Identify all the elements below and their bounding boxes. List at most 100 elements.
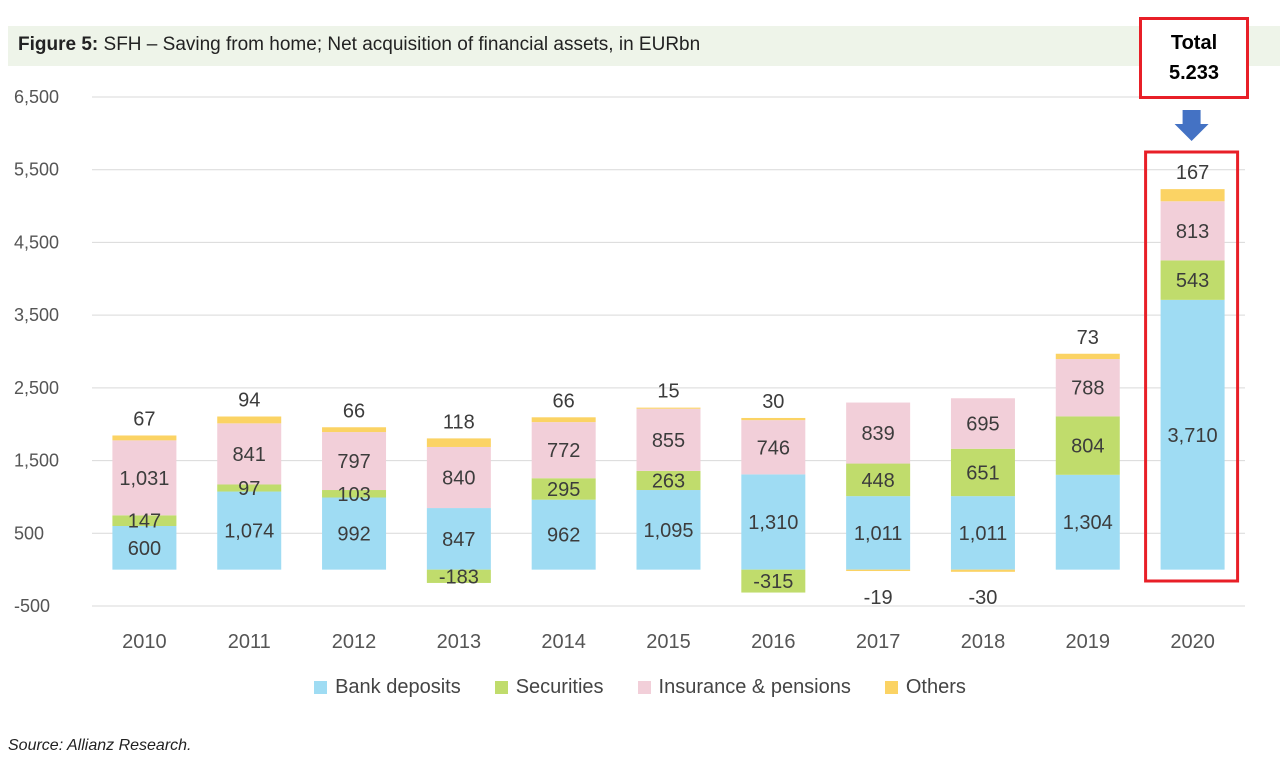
y-tick-label: 6,500 [14,87,59,107]
data-label: 73 [1077,327,1099,349]
data-label: 94 [238,390,260,412]
bar-insurance-pensions-2010 [112,440,177,516]
title-text: SFH – Saving from home; Net acquisition … [103,34,701,55]
data-label: 841 [233,444,266,466]
data-label: 839 [861,423,894,445]
down-arrow-icon [1174,110,1209,141]
x-tick-label: 2017 [856,631,901,653]
y-tick-label: 2,500 [14,378,59,398]
data-label: -183 [439,566,479,588]
bar-securities-2012 [322,490,387,498]
bar-others-2017 [846,569,911,572]
y-tick-label: 5,500 [14,160,59,180]
bar-insurance-pensions-2019 [1055,359,1120,417]
legend-swatch [637,681,651,694]
data-label: -315 [753,571,793,593]
legend-item: Securities [494,676,604,699]
bar-securities-2017 [846,463,911,497]
data-label: -30 [969,587,998,609]
source-note: Source: Allianz Research. [8,737,192,754]
y-tick-label: 4,500 [14,232,59,252]
title-band: Figure 5: SFH – Saving from home; Net ac… [8,26,1280,66]
data-label: -19 [864,587,893,609]
data-label: 167 [1176,162,1209,184]
bar-others-2020 [1160,189,1225,202]
data-label: 15 [657,381,679,403]
bar-insurance-pensions-2012 [322,432,387,491]
legend-item: Others [884,676,966,699]
chart-title: Figure 5: SFH – Saving from home; Net ac… [18,34,700,56]
legend-label: Insurance & pensions [658,676,851,698]
x-tick-label: 2015 [646,631,691,653]
bar-others-2012 [322,427,387,433]
bar-bank-deposits-2016 [741,474,806,570]
bar-securities-2013 [426,569,491,583]
bar-securities-2020 [1160,260,1225,300]
bar-others-2016 [741,417,806,421]
bar-securities-2019 [1055,416,1120,475]
y-tick-label: -500 [14,596,50,616]
data-label: 1,310 [748,512,798,534]
data-label: 1,304 [1063,512,1113,534]
data-label: 1,074 [224,521,274,543]
bar-others-2013 [426,438,491,447]
x-tick-label: 2014 [541,631,586,653]
bar-bank-deposits-2015 [636,490,701,570]
x-tick-label: 2018 [961,631,1006,653]
bar-others-2015 [636,407,701,409]
data-label: 448 [861,470,894,492]
data-label: 962 [547,525,580,547]
bar-insurance-pensions-2011 [217,423,282,485]
bar-others-2018 [950,569,1015,572]
data-label: 813 [1176,221,1209,243]
data-label: 840 [442,468,475,490]
total-callout: Total 5.233 [1139,17,1249,99]
data-label: 263 [652,470,685,492]
stacked-bar-chart: -500 500 1,500 2,500 3,500 4,500 5,500 6,500 600… [14,87,1245,653]
data-label: 1,095 [643,520,693,542]
x-tick-label: 2019 [1066,631,1111,653]
bar-bank-deposits-2014 [531,499,596,570]
x-tick-label: 2010 [122,631,167,653]
highlight-frame [1144,150,1240,583]
bar-bank-deposits-2011 [217,491,282,570]
x-tick-label: 2016 [751,631,796,653]
bar-securities-2010 [112,515,177,527]
bar-bank-deposits-2013 [426,508,491,570]
bar-others-2010 [112,435,177,441]
total-callout-value: 5.233 [1168,62,1220,84]
data-label: 651 [966,462,999,484]
data-label: 66 [343,400,365,422]
data-label: 788 [1071,378,1104,400]
legend-swatch [494,681,508,694]
legend-label: Securities [515,676,604,698]
legend-swatch [314,681,328,694]
bar-insurance-pensions-2017 [846,402,911,464]
data-label: 746 [757,437,790,459]
data-label: 543 [1176,270,1209,292]
legend-label: Bank deposits [335,676,461,698]
bar-securities-2014 [531,478,596,500]
x-tick-label: 2012 [332,631,377,653]
data-label: 67 [133,408,155,430]
data-label: 992 [337,524,370,546]
bar-insurance-pensions-2020 [1160,201,1225,261]
legend-item: Insurance & pensions [637,676,851,699]
data-label: 118 [443,411,475,433]
x-tick-label: 2020 [1170,631,1215,653]
data-label: 1,011 [854,523,903,545]
bar-securities-2016 [741,569,806,593]
data-label: 97 [238,478,260,500]
legend: Bank deposits Securities Insurance & pensi… [0,676,1280,699]
data-label: 695 [966,414,999,436]
bar-bank-deposits-2017 [846,496,911,570]
bar-bank-deposits-2019 [1055,474,1120,570]
data-label: 797 [337,451,370,473]
y-tick-label: 500 [14,523,44,543]
data-label: 772 [547,440,580,462]
y-tick-label: 1,500 [14,451,59,471]
bar-securities-2015 [636,470,701,491]
legend-swatch [884,681,898,694]
legend-label: Others [905,676,966,698]
data-label: 804 [1071,436,1104,458]
